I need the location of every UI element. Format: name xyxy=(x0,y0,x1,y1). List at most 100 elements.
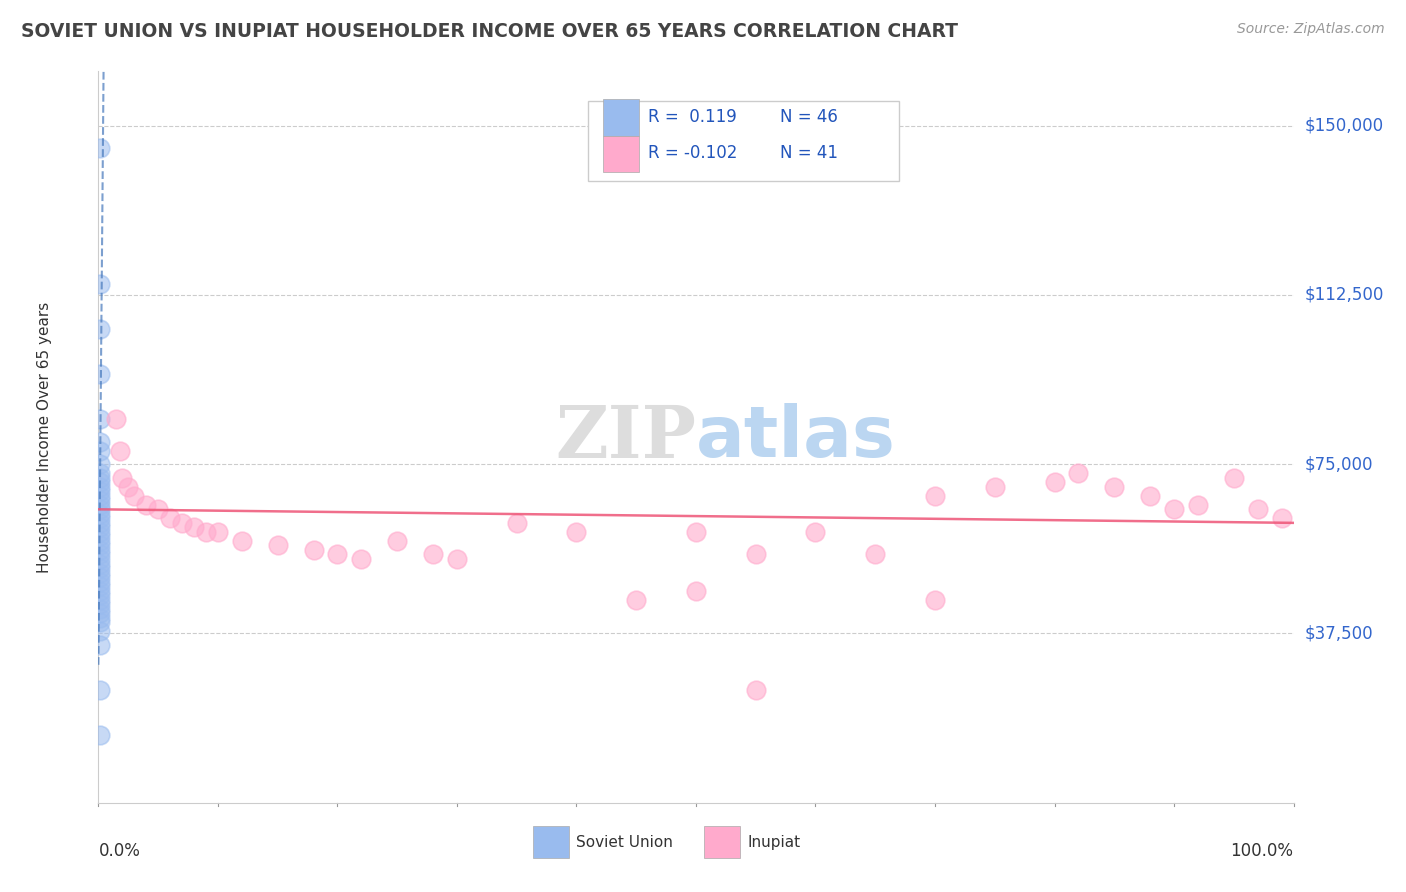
Point xyxy=(1163,502,1185,516)
Point xyxy=(89,516,111,530)
Point xyxy=(172,516,194,530)
Point xyxy=(89,543,111,558)
Text: N = 46: N = 46 xyxy=(779,108,838,126)
Point xyxy=(105,412,128,426)
Point xyxy=(924,489,946,503)
Point xyxy=(302,543,325,558)
Point xyxy=(89,533,111,548)
Point xyxy=(89,561,111,575)
Point xyxy=(89,434,111,449)
Point xyxy=(89,728,111,742)
Point xyxy=(89,480,111,494)
Point xyxy=(89,141,111,155)
Point xyxy=(89,601,111,615)
Point xyxy=(89,520,111,534)
Point xyxy=(984,480,1007,494)
Text: N = 41: N = 41 xyxy=(779,145,838,162)
Text: $37,500: $37,500 xyxy=(1305,624,1374,642)
Text: 0.0%: 0.0% xyxy=(98,842,141,860)
Point xyxy=(89,538,111,552)
Point xyxy=(89,489,111,503)
Text: ZIP: ZIP xyxy=(555,401,696,473)
Point xyxy=(159,511,181,525)
Point xyxy=(231,533,253,548)
Point xyxy=(89,615,111,630)
Point xyxy=(685,583,707,598)
Point xyxy=(124,489,146,503)
Point xyxy=(89,592,111,607)
Point xyxy=(89,566,111,580)
Text: R =  0.119: R = 0.119 xyxy=(648,108,737,126)
Point xyxy=(89,412,111,426)
Point xyxy=(1187,498,1209,512)
Point xyxy=(745,548,768,562)
Text: $112,500: $112,500 xyxy=(1305,285,1384,304)
Point xyxy=(89,484,111,499)
Text: Inupiat: Inupiat xyxy=(748,835,800,850)
FancyBboxPatch shape xyxy=(603,99,638,136)
Point xyxy=(89,524,111,539)
Point xyxy=(685,524,707,539)
Point xyxy=(924,592,946,607)
Text: 100.0%: 100.0% xyxy=(1230,842,1294,860)
Point xyxy=(89,610,111,624)
Point xyxy=(506,516,529,530)
Text: atlas: atlas xyxy=(696,402,896,472)
Text: Soviet Union: Soviet Union xyxy=(576,835,673,850)
Point xyxy=(89,475,111,490)
Point xyxy=(804,524,827,539)
Point xyxy=(1067,466,1090,480)
Point xyxy=(267,538,290,552)
FancyBboxPatch shape xyxy=(603,136,638,172)
Point xyxy=(89,552,111,566)
Point xyxy=(135,498,157,512)
Point xyxy=(148,502,170,516)
Point xyxy=(89,574,111,589)
Point xyxy=(89,502,111,516)
Point xyxy=(626,592,648,607)
Point xyxy=(865,548,887,562)
Text: $150,000: $150,000 xyxy=(1305,117,1384,135)
Point xyxy=(745,682,768,697)
Point xyxy=(446,552,468,566)
Text: SOVIET UNION VS INUPIAT HOUSEHOLDER INCOME OVER 65 YEARS CORRELATION CHART: SOVIET UNION VS INUPIAT HOUSEHOLDER INCO… xyxy=(21,22,957,41)
Point xyxy=(89,443,111,458)
FancyBboxPatch shape xyxy=(704,826,740,858)
Point xyxy=(89,579,111,593)
Point xyxy=(1104,480,1126,494)
Point xyxy=(89,548,111,562)
Point xyxy=(207,524,229,539)
Point xyxy=(89,682,111,697)
Point xyxy=(89,570,111,584)
Point xyxy=(565,524,588,539)
Point xyxy=(89,597,111,611)
Point xyxy=(89,557,111,571)
Point xyxy=(89,529,111,543)
Text: R = -0.102: R = -0.102 xyxy=(648,145,738,162)
Point xyxy=(1247,502,1270,516)
Point xyxy=(183,520,205,534)
Point xyxy=(89,606,111,620)
Text: Source: ZipAtlas.com: Source: ZipAtlas.com xyxy=(1237,22,1385,37)
Point xyxy=(89,511,111,525)
Point xyxy=(117,480,139,494)
Point xyxy=(89,498,111,512)
Point xyxy=(89,507,111,521)
Point xyxy=(89,277,111,291)
Point xyxy=(89,466,111,480)
Point xyxy=(89,583,111,598)
Point xyxy=(89,493,111,508)
Point xyxy=(1139,489,1161,503)
Point xyxy=(1043,475,1066,490)
Point xyxy=(1271,511,1294,525)
Point xyxy=(89,624,111,639)
Point xyxy=(422,548,444,562)
Point xyxy=(89,588,111,602)
Point xyxy=(350,552,373,566)
Point xyxy=(1223,471,1246,485)
Point xyxy=(385,533,409,548)
Point xyxy=(89,457,111,471)
Point xyxy=(108,443,131,458)
Point xyxy=(195,524,218,539)
FancyBboxPatch shape xyxy=(589,101,900,181)
